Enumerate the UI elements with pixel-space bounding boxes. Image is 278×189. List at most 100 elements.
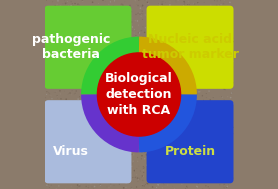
- Point: [214, 136, 218, 139]
- Point: [155, 117, 159, 120]
- Point: [75, 83, 79, 86]
- Point: [147, 18, 152, 21]
- Point: [43, 152, 48, 155]
- Point: [91, 180, 96, 183]
- Point: [189, 113, 193, 116]
- Point: [185, 160, 189, 163]
- Point: [186, 113, 190, 116]
- Point: [47, 152, 51, 155]
- Point: [223, 5, 228, 8]
- Point: [133, 74, 138, 77]
- Point: [158, 90, 162, 93]
- Point: [44, 58, 49, 61]
- Point: [87, 164, 92, 167]
- Point: [201, 173, 205, 176]
- Point: [195, 61, 199, 64]
- Point: [76, 157, 81, 160]
- Point: [104, 47, 108, 50]
- Point: [223, 88, 227, 91]
- Point: [115, 163, 119, 166]
- Point: [88, 13, 92, 16]
- Point: [101, 108, 106, 111]
- Point: [161, 114, 165, 117]
- Point: [74, 65, 79, 68]
- Point: [66, 5, 71, 8]
- Point: [95, 43, 99, 46]
- Point: [204, 181, 208, 184]
- Point: [117, 107, 122, 110]
- Point: [140, 174, 145, 177]
- Point: [157, 97, 162, 100]
- Point: [227, 120, 231, 123]
- Point: [138, 41, 143, 44]
- Point: [61, 25, 66, 28]
- Point: [188, 106, 193, 109]
- Point: [195, 9, 200, 12]
- Point: [230, 20, 234, 23]
- Point: [88, 65, 93, 68]
- Point: [92, 98, 96, 101]
- Point: [188, 65, 192, 68]
- Point: [58, 50, 62, 53]
- Point: [88, 125, 92, 129]
- Point: [84, 99, 88, 102]
- Point: [135, 112, 140, 115]
- Point: [136, 178, 141, 181]
- Point: [182, 174, 187, 177]
- Point: [95, 47, 100, 50]
- Point: [76, 98, 80, 101]
- Point: [56, 101, 61, 104]
- Point: [151, 117, 155, 120]
- Point: [192, 128, 197, 131]
- Point: [148, 6, 153, 9]
- Point: [162, 136, 167, 139]
- Point: [210, 168, 214, 171]
- Point: [138, 13, 142, 16]
- Point: [192, 167, 197, 170]
- Point: [174, 79, 178, 82]
- Point: [216, 100, 220, 103]
- Point: [212, 168, 217, 171]
- Point: [222, 181, 226, 184]
- Point: [81, 134, 86, 137]
- Point: [59, 97, 63, 100]
- Point: [50, 75, 55, 78]
- Point: [79, 151, 84, 154]
- Point: [48, 147, 53, 150]
- Point: [59, 115, 63, 118]
- Point: [151, 90, 156, 93]
- Point: [73, 13, 78, 16]
- Point: [101, 111, 106, 114]
- Point: [62, 175, 66, 178]
- Point: [185, 123, 190, 126]
- Point: [146, 164, 150, 167]
- Point: [118, 12, 123, 15]
- Point: [202, 158, 206, 161]
- Point: [66, 122, 71, 125]
- Point: [104, 99, 109, 102]
- Point: [50, 80, 54, 83]
- Point: [66, 145, 70, 148]
- Point: [187, 10, 191, 13]
- Point: [197, 56, 201, 59]
- Point: [71, 108, 75, 111]
- Point: [177, 66, 182, 69]
- Point: [224, 115, 229, 118]
- Point: [67, 102, 71, 105]
- Point: [98, 152, 103, 155]
- Point: [47, 107, 52, 110]
- Point: [110, 141, 115, 144]
- Point: [96, 46, 101, 49]
- Point: [61, 60, 66, 63]
- Point: [150, 113, 155, 116]
- Point: [172, 130, 177, 133]
- Point: [102, 169, 106, 172]
- Point: [161, 142, 165, 145]
- Point: [204, 87, 208, 90]
- Point: [62, 151, 66, 154]
- Point: [184, 154, 188, 157]
- Point: [206, 110, 211, 113]
- Point: [61, 128, 65, 131]
- Point: [135, 102, 140, 105]
- Point: [143, 92, 148, 95]
